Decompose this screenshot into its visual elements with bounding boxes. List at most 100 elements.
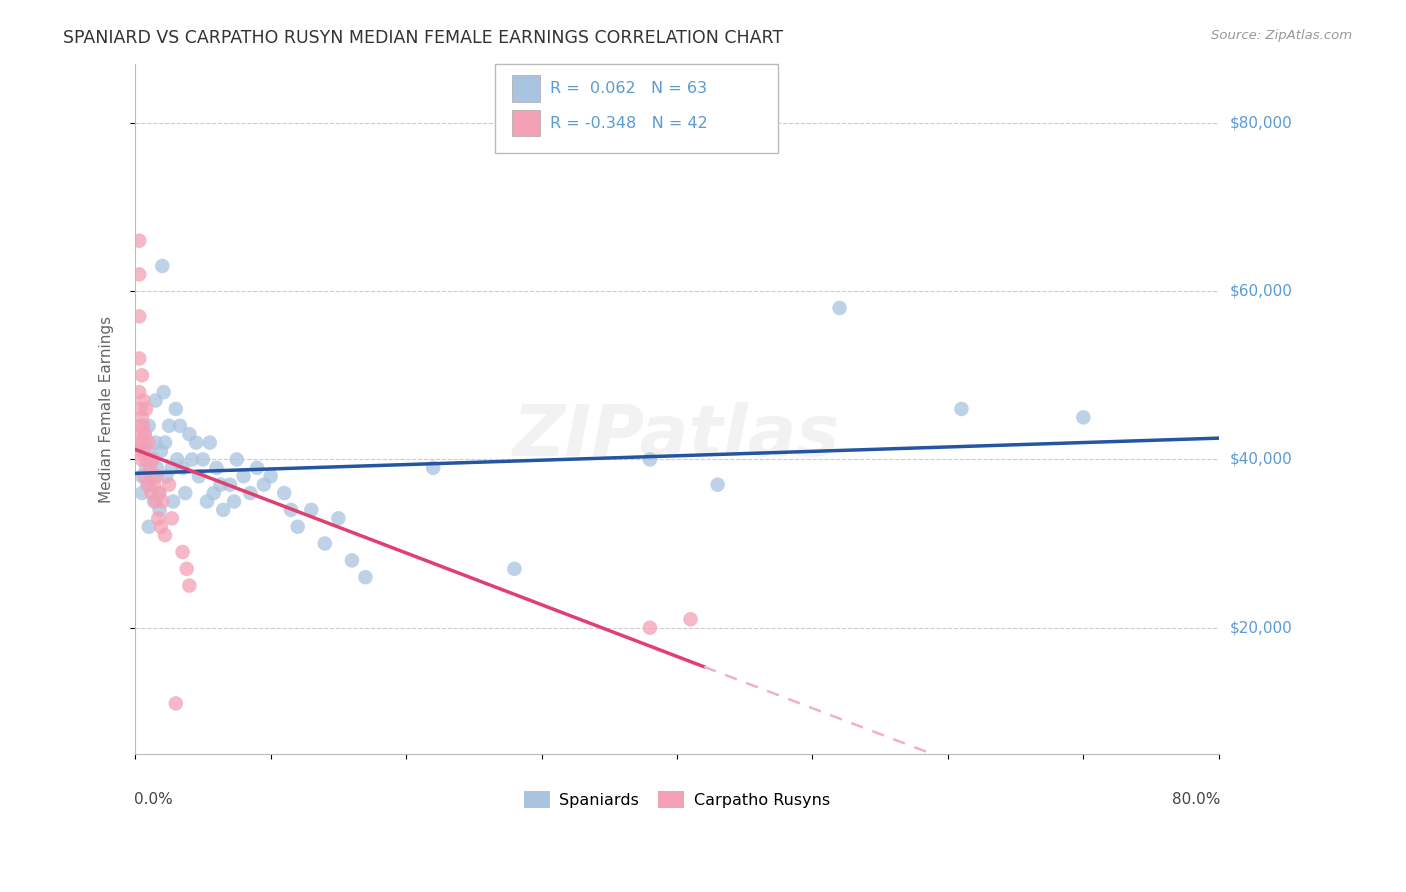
Point xyxy=(143,494,166,508)
Point xyxy=(202,486,225,500)
Point xyxy=(134,427,156,442)
Text: 0.0%: 0.0% xyxy=(134,792,173,806)
Point xyxy=(149,520,172,534)
Point xyxy=(129,401,152,416)
Point xyxy=(354,570,377,584)
Point xyxy=(145,435,167,450)
Point xyxy=(1073,410,1095,425)
Point xyxy=(131,469,153,483)
Point xyxy=(150,494,173,508)
Point xyxy=(209,477,232,491)
Point xyxy=(828,301,851,315)
Point xyxy=(191,452,214,467)
Point xyxy=(638,452,661,467)
Point xyxy=(138,477,160,491)
Point xyxy=(706,477,728,491)
Point xyxy=(132,444,155,458)
Point xyxy=(141,486,163,500)
Point xyxy=(280,503,302,517)
Point xyxy=(129,444,152,458)
Text: $80,000: $80,000 xyxy=(1230,115,1292,130)
Point xyxy=(128,268,150,282)
Point xyxy=(340,553,363,567)
Point xyxy=(186,435,208,450)
Point xyxy=(141,452,163,467)
Point xyxy=(136,444,159,458)
Point xyxy=(198,435,221,450)
Point xyxy=(174,486,197,500)
Point xyxy=(139,460,162,475)
Point xyxy=(638,621,661,635)
Point xyxy=(148,486,170,500)
Point xyxy=(195,494,218,508)
Point xyxy=(150,259,173,273)
Point xyxy=(128,385,150,400)
Point xyxy=(287,520,309,534)
Point xyxy=(172,460,194,475)
Point xyxy=(138,418,160,433)
Point xyxy=(135,452,157,467)
Point xyxy=(136,477,159,491)
Text: SPANIARD VS CARPATHO RUSYN MEDIAN FEMALE EARNINGS CORRELATION CHART: SPANIARD VS CARPATHO RUSYN MEDIAN FEMALE… xyxy=(63,29,783,46)
Point xyxy=(131,410,153,425)
Point xyxy=(146,460,169,475)
Point xyxy=(145,393,167,408)
Point xyxy=(138,520,160,534)
Point xyxy=(259,469,281,483)
Text: R =  0.062   N = 63: R = 0.062 N = 63 xyxy=(550,81,707,95)
Point xyxy=(205,460,228,475)
Point xyxy=(138,435,160,450)
Point xyxy=(131,368,153,383)
Point xyxy=(135,401,157,416)
Point xyxy=(212,503,235,517)
Point xyxy=(142,452,165,467)
Point xyxy=(503,562,526,576)
Point xyxy=(148,503,170,517)
Point xyxy=(152,385,174,400)
Point xyxy=(232,469,254,483)
Point xyxy=(149,444,172,458)
Text: $20,000: $20,000 xyxy=(1230,620,1292,635)
Point xyxy=(181,452,204,467)
Text: R = -0.348   N = 42: R = -0.348 N = 42 xyxy=(550,116,707,130)
Point xyxy=(132,393,155,408)
Point xyxy=(131,486,153,500)
Point xyxy=(129,418,152,433)
Point xyxy=(950,401,973,416)
Point xyxy=(273,486,295,500)
Point xyxy=(239,486,262,500)
Point xyxy=(299,503,322,517)
Point xyxy=(160,460,183,475)
Legend: Spaniards, Carpatho Rusyns: Spaniards, Carpatho Rusyns xyxy=(517,785,837,815)
Point xyxy=(129,427,152,442)
Point xyxy=(153,528,176,542)
Point xyxy=(314,536,336,550)
Point xyxy=(328,511,350,525)
Point xyxy=(679,612,702,626)
Text: $60,000: $60,000 xyxy=(1230,284,1292,299)
Point xyxy=(153,435,176,450)
Point xyxy=(176,562,198,576)
Point xyxy=(157,418,180,433)
Point xyxy=(165,401,187,416)
Point xyxy=(131,452,153,467)
Point xyxy=(222,494,245,508)
Point xyxy=(132,418,155,433)
Point xyxy=(129,435,152,450)
Point xyxy=(162,494,184,508)
Point xyxy=(160,511,183,525)
Point xyxy=(157,477,180,491)
Text: $40,000: $40,000 xyxy=(1230,452,1292,467)
Point xyxy=(143,477,166,491)
Point xyxy=(135,460,157,475)
Point xyxy=(169,418,191,433)
Point xyxy=(148,511,170,525)
Text: ZIPatlas: ZIPatlas xyxy=(513,402,841,471)
Text: Source: ZipAtlas.com: Source: ZipAtlas.com xyxy=(1212,29,1353,42)
Point xyxy=(166,452,188,467)
Text: 80.0%: 80.0% xyxy=(1171,792,1220,806)
Point xyxy=(422,460,444,475)
Point xyxy=(134,427,156,442)
Point xyxy=(253,477,276,491)
Point xyxy=(187,469,209,483)
